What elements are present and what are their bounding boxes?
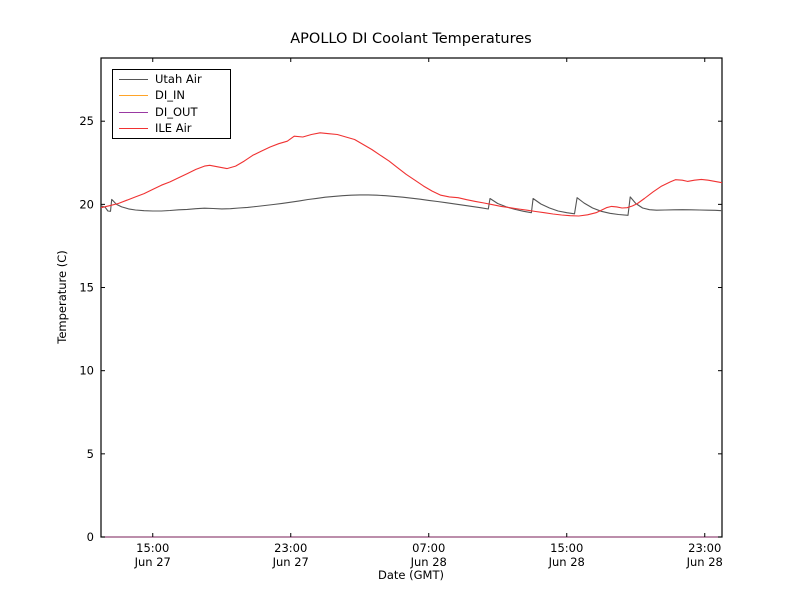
legend-line-sample-di-out	[119, 111, 148, 113]
x-tick-label-time: 23:00	[688, 541, 721, 555]
legend-label-utah-air: Utah Air	[155, 71, 202, 86]
x-tick-label-date: Jun 27	[134, 555, 171, 569]
y-tick-label: 10	[79, 364, 94, 378]
legend: Utah Air DI_IN DI_OUT ILE Air	[112, 69, 231, 139]
y-tick-label: 5	[87, 447, 94, 461]
x-axis-label: Date (GMT)	[378, 568, 444, 582]
legend-item-utah-air: Utah Air	[113, 71, 230, 87]
legend-item-ile-air: ILE Air	[113, 121, 230, 137]
series-utah-air	[100, 194, 723, 216]
legend-line-sample-di-in	[119, 95, 148, 97]
y-tick-label: 20	[79, 197, 94, 211]
chart-title: APOLLO DI Coolant Temperatures	[290, 31, 532, 47]
y-axis-label: Temperature (C)	[55, 250, 69, 344]
x-tick-label-time: 07:00	[412, 541, 445, 555]
y-tick-label: 15	[79, 281, 94, 295]
legend-line-sample-utah-air	[119, 78, 148, 80]
x-tick-label-date: Jun 27	[272, 555, 309, 569]
legend-item-di-out: DI_OUT	[113, 104, 230, 120]
legend-label-di-in: DI_IN	[155, 88, 185, 103]
x-tick-label-date: Jun 28	[410, 555, 447, 569]
legend-item-di-in: DI_IN	[113, 88, 230, 104]
x-tick-label-time: 15:00	[550, 541, 583, 555]
x-tick-label-date: Jun 28	[548, 555, 585, 569]
y-tick-label: 0	[87, 530, 94, 544]
legend-label-di-out: DI_OUT	[155, 104, 198, 119]
x-tick-label-time: 23:00	[274, 541, 307, 555]
series-ile-air	[100, 132, 723, 217]
y-tick-label: 25	[79, 114, 94, 128]
x-tick-label-date: Jun 28	[686, 555, 723, 569]
legend-line-sample-ile-air	[119, 128, 148, 130]
legend-label-ile-air: ILE Air	[155, 121, 192, 136]
x-tick-label-time: 15:00	[136, 541, 169, 555]
